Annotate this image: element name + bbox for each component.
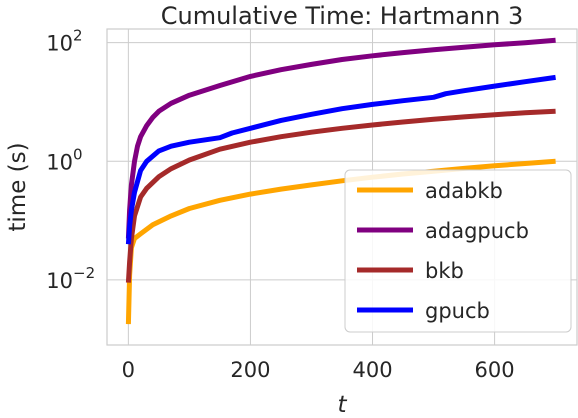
axes	[106, 28, 578, 346]
y-tick-exponent: 0	[73, 145, 83, 163]
x-tick-label: 200	[230, 358, 270, 382]
x-tick-label: 0	[122, 358, 135, 382]
x-tick-label: 600	[475, 358, 515, 382]
series-line-adagpucb	[125, 37, 556, 239]
x-axis-label: t	[337, 392, 347, 418]
y-tick-label: 10	[46, 150, 73, 174]
y-tick-label: 10	[46, 269, 73, 293]
series-lines	[125, 37, 556, 325]
legend-label-adagpucb: adagpucb	[425, 219, 529, 243]
series-line-gpucb	[125, 74, 556, 245]
legend-label-bkb: bkb	[425, 259, 464, 283]
series-line-bkb	[125, 108, 556, 283]
chart-title: Cumulative Time: Hartmann 3	[161, 2, 524, 30]
legend: adabkb adagpucb bkb gpucb	[344, 169, 572, 333]
y-tick-exponent: 2	[73, 27, 83, 45]
legend-box	[344, 169, 572, 333]
legend-label-gpucb: gpucb	[425, 299, 490, 323]
plot-frame	[106, 28, 578, 346]
x-tick-label: 400	[352, 358, 392, 382]
y-tick-label: 10	[46, 32, 73, 56]
y-tick-exponent: −2	[73, 264, 95, 282]
series-line-adabkb	[125, 158, 556, 325]
y-axis-label: time (s)	[5, 142, 31, 231]
legend-label-adabkb: adabkb	[425, 179, 503, 203]
